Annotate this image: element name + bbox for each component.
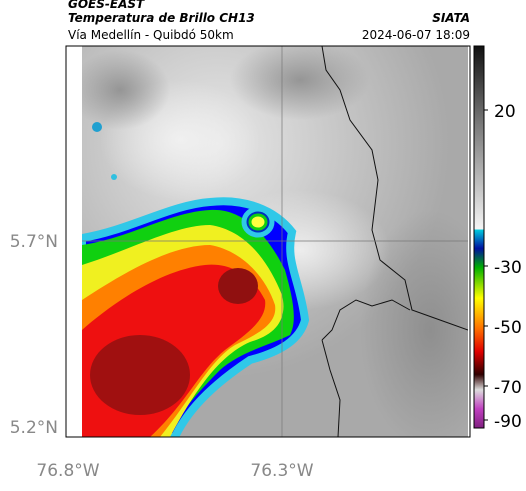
colorbar-label: -70 bbox=[494, 378, 522, 398]
satellite-image bbox=[82, 46, 468, 437]
colorbar bbox=[473, 45, 485, 429]
map-frame bbox=[65, 45, 471, 438]
lat-label: 5.2°N bbox=[10, 418, 58, 438]
colorbar-label: 20 bbox=[494, 102, 516, 122]
colorbar-label: -30 bbox=[494, 258, 522, 278]
source: GOES-EAST bbox=[68, 0, 145, 11]
colorbar-label: -90 bbox=[494, 412, 522, 432]
datetime: 2024-06-07 18:09 bbox=[361, 28, 470, 42]
borders bbox=[321, 46, 468, 437]
lat-label: 5.7°N bbox=[10, 232, 58, 252]
colorbar-label: -50 bbox=[494, 318, 522, 338]
lon-label: 76.8°W bbox=[36, 461, 99, 481]
lon-label: 76.3°W bbox=[250, 461, 313, 481]
org: SIATA bbox=[432, 11, 470, 25]
colorbar-ticks bbox=[484, 109, 488, 421]
subtitle: Vía Medellín - Quibdó 50km bbox=[68, 28, 234, 42]
title: Temperatura de Brillo CH13 bbox=[68, 11, 255, 25]
